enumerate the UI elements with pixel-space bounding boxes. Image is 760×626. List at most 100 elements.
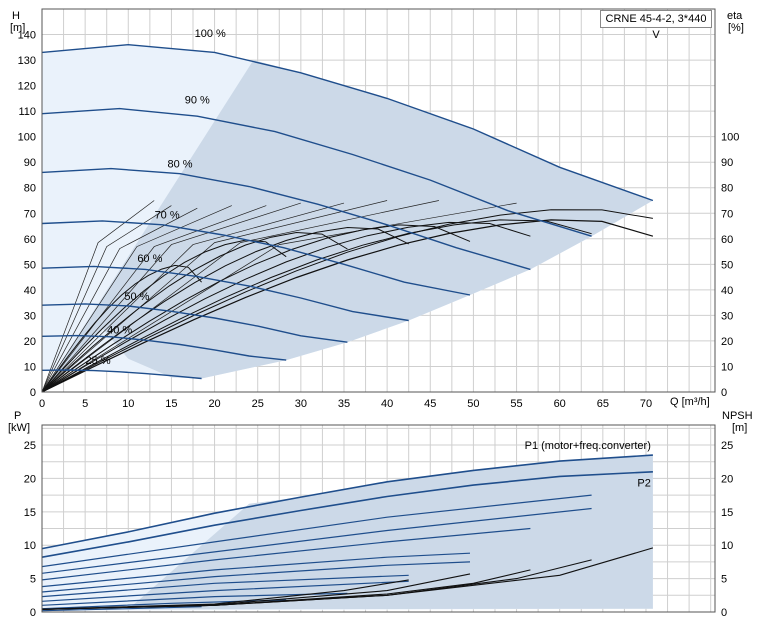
x-tick-label: 50 xyxy=(467,398,479,410)
series-label-p1: P1 (motor+freq.converter) xyxy=(525,440,651,452)
y-tick-label-left: 30 xyxy=(24,310,36,322)
y-tick-label-left: 0 xyxy=(30,607,36,619)
flow-line-3 xyxy=(41,205,232,393)
efficiency-curve xyxy=(41,219,654,393)
flow-line-4 xyxy=(41,205,267,393)
y-tick-label-left: 50 xyxy=(24,259,36,271)
y-axis-label-left: P xyxy=(14,410,21,422)
y-tick-label-right: 10 xyxy=(721,361,733,373)
x-tick-label: 55 xyxy=(510,398,522,410)
speed-label: 90 % xyxy=(185,94,210,106)
y-axis-unit-right: [%] xyxy=(728,22,744,34)
y-tick-label-right: 90 xyxy=(721,157,733,169)
y-tick-label-left: 90 xyxy=(24,157,36,169)
power-series-p2 xyxy=(41,471,653,558)
y-tick-label-left: 20 xyxy=(24,473,36,485)
y-tick-label-left: 10 xyxy=(24,540,36,552)
y-tick-label-left: 10 xyxy=(24,361,36,373)
y-tick-label-right: 20 xyxy=(721,336,733,348)
series-label-p2: P2 xyxy=(637,477,650,489)
flow-line-7 xyxy=(41,200,388,393)
y-tick-label-left: 80 xyxy=(24,183,36,195)
y-tick-label-left: 15 xyxy=(24,507,36,519)
y-tick-label-right: 40 xyxy=(721,285,733,297)
y-tick-label-right: 50 xyxy=(721,259,733,271)
y-tick-label-right: 70 xyxy=(721,208,733,220)
speed-label: 25 % xyxy=(86,355,111,367)
power-series-p1 xyxy=(41,454,653,550)
flow-line-9 xyxy=(41,202,517,393)
y-tick-label-left: 0 xyxy=(30,387,36,399)
y-tick-label-right: 80 xyxy=(721,183,733,195)
y-tick-label-right: 15 xyxy=(721,507,733,519)
y-tick-label-left: 25 xyxy=(24,440,36,452)
x-tick-label: 60 xyxy=(554,398,566,410)
y-tick-label-right: 0 xyxy=(721,387,727,399)
y-axis-label-right: NPSH xyxy=(722,410,753,422)
speed-power-curve xyxy=(41,494,592,568)
speed-label: 100 % xyxy=(195,28,226,40)
head-curve xyxy=(41,220,471,296)
head-range-dark-area xyxy=(42,60,653,392)
y-tick-label-left: 140 xyxy=(18,30,36,42)
speed-label: 60 % xyxy=(137,253,162,265)
y-tick-label-right: 30 xyxy=(721,310,733,322)
speed-power-curve xyxy=(41,552,471,588)
y-axis-unit-right: [m] xyxy=(732,422,747,434)
efficiency-curve xyxy=(41,264,202,393)
flow-line-1 xyxy=(41,205,172,393)
head-curve xyxy=(41,167,531,271)
flow-line-5 xyxy=(41,202,301,393)
y-tick-label-left: 5 xyxy=(30,574,36,586)
speed-label: 50 % xyxy=(124,291,149,303)
head-curve xyxy=(41,303,348,343)
head-curve xyxy=(41,369,202,380)
npsh-curve xyxy=(41,579,409,610)
x-tick-label: 70 xyxy=(640,398,652,410)
x-tick-label: 5 xyxy=(82,398,88,410)
y-axis-unit-left: [m] xyxy=(10,22,25,34)
x-tick-label: 65 xyxy=(597,398,609,410)
y-tick-label-left: 120 xyxy=(18,81,36,93)
efficiency-curve xyxy=(41,231,348,393)
speed-power-curve xyxy=(41,606,202,612)
y-tick-label-right: 60 xyxy=(721,234,733,246)
head-curve xyxy=(41,265,409,322)
efficiency-curve xyxy=(41,219,592,393)
speed-power-curve xyxy=(41,574,409,598)
y-tick-label-left: 40 xyxy=(24,285,36,297)
x-tick-label: 40 xyxy=(381,398,393,410)
x-axis-label: Q [m³/h] xyxy=(670,396,710,408)
x-tick-label: 0 xyxy=(39,398,45,410)
y-tick-label-right: 10 xyxy=(721,540,733,552)
head-curve xyxy=(41,334,287,361)
speed-label: 70 % xyxy=(155,209,180,221)
x-tick-label: 15 xyxy=(165,398,177,410)
flow-line-2 xyxy=(41,207,198,393)
y-axis-label-left: H xyxy=(12,10,20,22)
efficiency-curve xyxy=(41,226,409,393)
x-tick-label: 45 xyxy=(424,398,436,410)
efficiency-curve xyxy=(41,221,531,393)
power-range-dark-area xyxy=(128,455,653,610)
x-tick-label: 25 xyxy=(252,398,264,410)
flow-line-8 xyxy=(41,200,439,393)
speed-power-curve xyxy=(41,580,409,602)
power-plot-frame xyxy=(41,424,716,613)
y-tick-label-right: 100 xyxy=(721,132,739,144)
speed-power-curve xyxy=(41,561,471,593)
y-axis-label-right: eta xyxy=(727,10,743,22)
flow-line-6 xyxy=(41,202,345,393)
y-axis-unit-left: [kW] xyxy=(8,422,30,434)
speed-label: 80 % xyxy=(168,158,193,170)
y-tick-label-right: 25 xyxy=(721,440,733,452)
y-tick-label-right: 0 xyxy=(721,607,727,619)
speed-power-curve xyxy=(41,527,531,581)
x-tick-label: 10 xyxy=(122,398,134,410)
speed-power-curve xyxy=(41,507,592,574)
model-label: CRNE 45-4-2, 3*440 V xyxy=(600,10,712,41)
x-tick-label: 30 xyxy=(295,398,307,410)
efficiency-curve xyxy=(41,224,471,393)
